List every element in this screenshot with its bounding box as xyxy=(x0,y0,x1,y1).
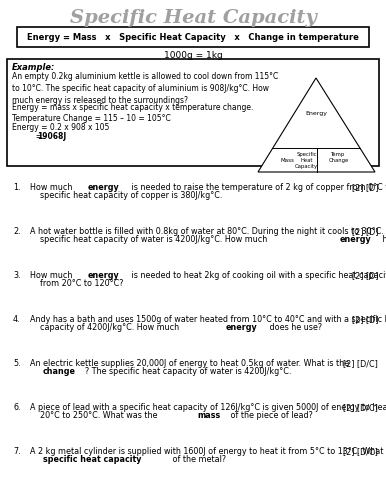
Text: =: = xyxy=(12,132,44,141)
FancyBboxPatch shape xyxy=(17,27,369,47)
Text: has it given out?: has it given out? xyxy=(380,235,386,244)
Text: does he use?: does he use? xyxy=(267,323,322,332)
Text: specific heat capacity of copper is 380J/kg°C.: specific heat capacity of copper is 380J… xyxy=(30,191,222,200)
Text: A 2 kg metal cylinder is supplied with 1600J of energy to heat it from 5°C to 13: A 2 kg metal cylinder is supplied with 1… xyxy=(30,447,386,456)
Text: Energy = mass x specific heat capacity x temperature change.: Energy = mass x specific heat capacity x… xyxy=(12,103,253,112)
Text: [2] [D/C]: [2] [D/C] xyxy=(343,447,378,456)
Text: energy: energy xyxy=(339,235,371,244)
Text: ? The specific heat capacity of water is 4200J/kg°C.: ? The specific heat capacity of water is… xyxy=(85,367,292,376)
Text: energy: energy xyxy=(88,271,120,280)
Text: capacity of 4200J/kg°C. How much: capacity of 4200J/kg°C. How much xyxy=(30,323,182,332)
Text: is needed to raise the temperature of 2 kg of copper from 0°C to 10°C.The: is needed to raise the temperature of 2 … xyxy=(129,183,386,192)
Text: 6.: 6. xyxy=(13,403,20,412)
Text: An electric kettle supplies 20,000J of energy to heat 0.5kg of water. What is th: An electric kettle supplies 20,000J of e… xyxy=(30,359,352,368)
Text: 20°C to 250°C. What was the: 20°C to 250°C. What was the xyxy=(30,411,160,420)
Text: from 20°C to 120°C?: from 20°C to 120°C? xyxy=(30,279,124,288)
Text: Specific Heat Capacity: Specific Heat Capacity xyxy=(69,9,317,27)
Text: Energy: Energy xyxy=(305,110,327,116)
Text: [2] [D]: [2] [D] xyxy=(352,315,378,324)
Text: 5.: 5. xyxy=(13,359,20,368)
Text: [2] [D]: [2] [D] xyxy=(352,271,378,280)
Text: specific heat capacity: specific heat capacity xyxy=(43,455,141,464)
Text: 3.: 3. xyxy=(13,271,20,280)
FancyBboxPatch shape xyxy=(7,59,379,166)
Text: A piece of lead with a specific heat capacity of 126J/kg°C is given 5000J of ene: A piece of lead with a specific heat cap… xyxy=(30,403,386,412)
Text: is needed to heat 2kg of cooking oil with a specific heat capacity of 2000J/kg°C: is needed to heat 2kg of cooking oil wit… xyxy=(129,271,386,280)
Text: Temperature Change = 115 – 10 = 105°C: Temperature Change = 115 – 10 = 105°C xyxy=(12,114,171,123)
Text: Mass: Mass xyxy=(280,158,294,162)
Text: 1000g = 1kg: 1000g = 1kg xyxy=(164,50,222,59)
Text: Specific
Heat
Capacity: Specific Heat Capacity xyxy=(295,152,318,168)
Text: Temp
Change: Temp Change xyxy=(328,152,349,163)
Text: Energy = Mass   x   Specific Heat Capacity   x   Change in temperature: Energy = Mass x Specific Heat Capacity x… xyxy=(27,32,359,42)
Text: energy: energy xyxy=(226,323,257,332)
Text: energy: energy xyxy=(88,183,120,192)
Text: An empty 0.2kg aluminium kettle is allowed to cool down from 115°C
to 10°C. The : An empty 0.2kg aluminium kettle is allow… xyxy=(12,72,278,106)
Text: of the metal?: of the metal? xyxy=(170,455,226,464)
Text: [2] [D]: [2] [D] xyxy=(352,183,378,192)
Text: [2] [D/C]: [2] [D/C] xyxy=(343,403,378,412)
Text: change: change xyxy=(43,367,76,376)
Text: mass: mass xyxy=(198,411,221,420)
Text: of the piece of lead?: of the piece of lead? xyxy=(228,411,313,420)
Text: Example:: Example: xyxy=(12,63,55,72)
Text: 1.: 1. xyxy=(13,183,20,192)
Text: 4.: 4. xyxy=(13,315,20,324)
Text: 7.: 7. xyxy=(13,447,20,456)
Text: How much: How much xyxy=(30,271,75,280)
Text: [2] [D/C]: [2] [D/C] xyxy=(343,359,378,368)
Text: Energy = 0.2 x 908 x 105: Energy = 0.2 x 908 x 105 xyxy=(12,123,109,132)
Text: [2] [D]: [2] [D] xyxy=(352,227,378,236)
Text: 19068J: 19068J xyxy=(37,132,66,141)
Text: Andy has a bath and uses 1500g of water heated from 10°C to 40°C and with a spec: Andy has a bath and uses 1500g of water … xyxy=(30,315,386,324)
Text: A hot water bottle is filled with 0.8kg of water at 80°C. During the night it co: A hot water bottle is filled with 0.8kg … xyxy=(30,227,386,236)
Text: 2.: 2. xyxy=(13,227,20,236)
Text: specific heat capacity of water is 4200J/kg°C. How much: specific heat capacity of water is 4200J… xyxy=(30,235,270,244)
Text: How much: How much xyxy=(30,183,75,192)
Polygon shape xyxy=(258,78,375,172)
